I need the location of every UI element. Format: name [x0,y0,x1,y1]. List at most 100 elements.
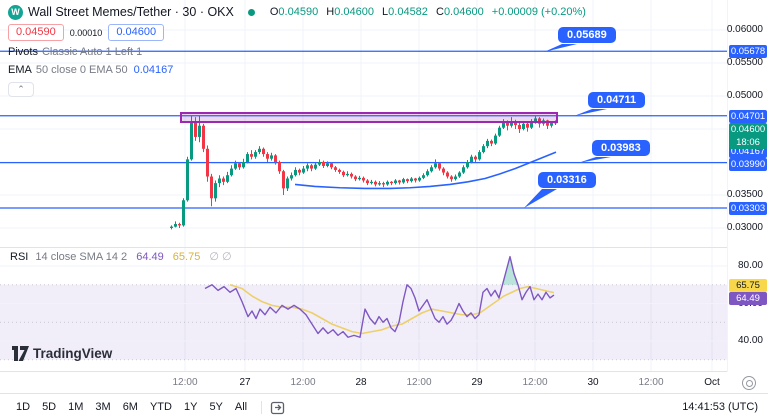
clock-utc[interactable]: 14:41:53 (UTC) [682,401,758,413]
candle-body [298,169,301,173]
candle-body [398,180,401,183]
price-scale-line-label: 0.04701 [729,110,767,123]
candle-body [462,167,465,173]
symbol-title[interactable]: Wall Street Memes/Tether · 30 · OKX [28,5,234,19]
callout-tail [524,189,557,208]
sell-price-button[interactable]: 0.04590 [8,24,64,41]
bottom-toolbar: 1D 5D 1M 3M 6M YTD 1Y 5Y All 14:41:53 (UTC) [0,395,768,419]
range-button-5y[interactable]: 5Y [209,401,223,413]
low-label: L [382,6,389,18]
candle-body [486,140,489,147]
rsi-line[interactable] [204,255,555,338]
market-open-icon[interactable] [247,8,255,16]
price-scale[interactable]: 0.04600 18:06 0.06000 0.05500 0.05000 0.035… [727,0,768,372]
chart-canvas[interactable] [0,0,768,372]
price-callout-label[interactable]: 0.03316 [538,172,596,188]
candle-body [206,148,209,177]
candle-body [194,121,197,137]
candle-body [334,167,337,170]
candle-body [526,123,529,128]
price-scale-line-label: 0.03303 [729,202,767,215]
candle-body [326,163,329,166]
indicator-ema-row[interactable]: EMA 50 close 0 EMA 50 0.04167 [8,63,586,77]
close-label: C [435,6,444,18]
time-axis-tick: 12:00 [406,377,432,388]
time-axis[interactable]: 12:00 27 12:00 28 12:00 29 12:00 30 12:00 Oct [0,372,768,394]
range-button-all[interactable]: All [234,401,248,413]
candle-body [390,181,393,184]
rsi-band [0,284,727,360]
candle-body [498,127,501,136]
scales-gear-icon[interactable] [742,376,756,390]
indicator-rsi-row[interactable]: RSI 14 close SMA 14 2 64.49 65.75 ∅ ∅ [10,250,232,263]
candle-body [222,178,225,182]
candle-body [294,169,297,176]
price-scale-tick: 80.00 [737,260,763,271]
range-button-1d[interactable]: 1D [16,401,31,413]
resistance-box[interactable] [180,112,558,123]
candle-body [458,172,461,177]
ema-indicator-name[interactable]: EMA [8,64,32,76]
range-button-6m[interactable]: 6M [122,401,138,413]
range-button-3m[interactable]: 3M [95,401,111,413]
symbol-logo-icon: W [8,4,23,20]
candle-body [430,167,433,172]
candle-body [454,176,457,180]
candle-body [302,168,305,173]
buy-price-button[interactable]: 0.04600 [108,24,165,41]
candle-body [518,125,521,129]
price-callout-label[interactable]: 0.05689 [558,27,616,43]
pivots-indicator-name[interactable]: Pivots [8,46,38,58]
last-price-value: 0.04600 [730,124,766,135]
open-value: 0.04590 [278,6,319,18]
candle-body [254,152,257,157]
candle-body [522,123,525,129]
price-scale-tick: 40.00 [737,335,763,346]
candle-body [230,168,233,176]
range-button-1y[interactable]: 1Y [183,401,198,413]
goto-date-button[interactable] [270,400,285,415]
rsi-sma-value: 65.75 [172,251,201,263]
ema-line[interactable] [294,151,557,190]
candle-body [422,175,425,178]
time-axis-tick: 12:00 [522,377,548,388]
candle-body [210,176,213,199]
price-callout-label[interactable]: 0.03983 [592,140,650,156]
low-value: 0.04582 [388,6,428,18]
range-button-ytd[interactable]: YTD [149,401,172,413]
price-scale-line-label: 0.05678 [729,45,767,58]
rsi-indicator-name[interactable]: RSI [10,251,29,263]
bar-countdown: 18:06 [736,137,760,148]
candle-body [550,123,553,126]
close-value: 0.04600 [443,6,484,18]
candle-body [218,178,221,184]
candle-body [474,156,477,160]
range-button-5d[interactable]: 5D [42,401,57,413]
date-range-buttons: 1D 5D 1M 3M 6M YTD 1Y 5Y All [10,399,253,415]
toolbar-divider [261,400,263,414]
candle-body [350,173,353,177]
candle-body [202,125,205,149]
candle-body [306,165,309,169]
rsi-scale-value-label: 64.49 [729,292,767,305]
candle-body [274,155,277,162]
range-button-1m[interactable]: 1M [68,401,84,413]
callout-tail [544,44,577,52]
rsi-sma-line[interactable] [229,283,555,335]
price-scale-tick: 0.03000 [726,222,763,233]
candle-body [438,163,441,169]
tradingview-logo[interactable]: TradingView [12,346,112,361]
price-callout-label[interactable]: 0.04711 [588,92,646,108]
candle-body [418,177,421,181]
candle-body [482,146,485,153]
last-price-label: 0.04600 18:06 [729,123,767,149]
legend-collapse-button[interactable]: ⌃ [8,82,34,97]
spread-value: 0.00010 [69,27,103,38]
pivots-indicator-params: Classic Auto 1 Left 1 [41,46,143,58]
indicator-pivots-row[interactable]: Pivots Classic Auto 1 Left 1 [8,45,586,59]
symbol-title-row[interactable]: W Wall Street Memes/Tether · 30 · OKX O0… [8,3,586,21]
candle-body [370,181,373,184]
candle-body [330,163,333,168]
candle-body [414,178,417,181]
